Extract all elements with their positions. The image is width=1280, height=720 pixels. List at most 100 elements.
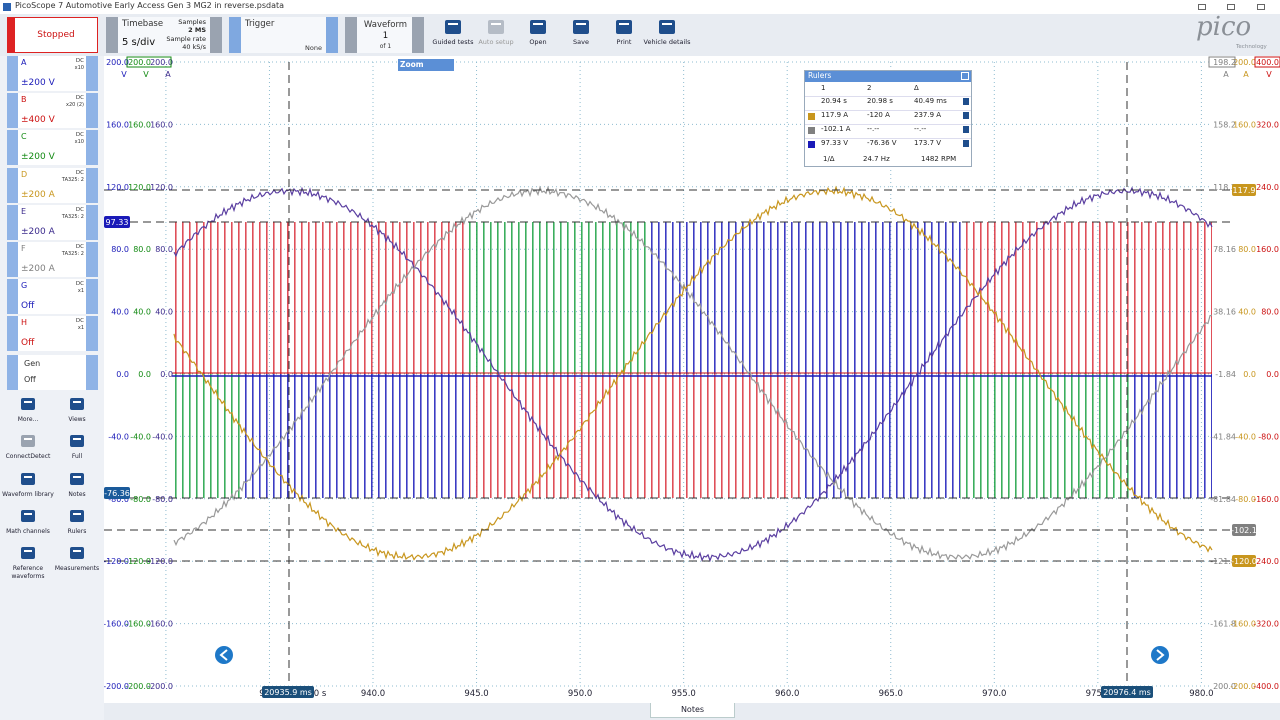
channel-button[interactable]: [18, 279, 86, 315]
icon: [21, 398, 35, 410]
toolbar-button[interactable]: Vehicle details: [643, 38, 691, 46]
side-tool[interactable]: Rulers: [67, 527, 87, 535]
minus-button[interactable]: [7, 56, 18, 91]
minus-button[interactable]: [7, 316, 18, 352]
axis-label: 160.0: [106, 120, 129, 129]
axis-label: 0.0: [138, 370, 151, 379]
axis-label: 78.16: [1213, 245, 1236, 254]
icon-shape: [70, 435, 84, 448]
x-axis-label: 965.0: [879, 689, 903, 699]
plus-button[interactable]: [86, 167, 98, 203]
axis-label: 0.0: [160, 370, 173, 379]
ruler-marker: [1232, 524, 1256, 536]
icon: [70, 435, 84, 448]
lock-icon[interactable]: [963, 140, 969, 147]
side-tool[interactable]: Waveform library: [2, 490, 54, 498]
icon-shape: [21, 398, 35, 410]
minus-button[interactable]: [106, 17, 118, 53]
channel-button[interactable]: [18, 316, 86, 352]
toolbar-button[interactable]: Save: [573, 38, 589, 46]
gen-button[interactable]: [18, 355, 86, 390]
rulers-cell: 173.7 V: [914, 139, 942, 147]
axis-unit: A: [1223, 70, 1229, 79]
lock-icon[interactable]: [963, 112, 969, 119]
side-tool[interactable]: Notes: [68, 490, 86, 498]
window-title: PicoScope 7 Automotive Early Access Gen …: [15, 1, 285, 10]
plus-button[interactable]: [86, 130, 98, 166]
toolbar-button[interactable]: Guided tests: [432, 38, 474, 46]
status-button[interactable]: Stopped: [7, 17, 98, 53]
plus-button[interactable]: [86, 56, 98, 91]
sample-info: Sample rate: [166, 35, 206, 43]
side-tool[interactable]: Math channels: [6, 527, 50, 535]
ruler-marker-label: 117.9: [1233, 186, 1256, 195]
zoom-bar[interactable]: [398, 59, 454, 71]
side-tool[interactable]: Reference waveforms: [11, 565, 45, 581]
toolbar-button[interactable]: Auto setup: [478, 38, 514, 46]
minus-button[interactable]: [345, 17, 357, 53]
pwm-trace: [175, 222, 465, 374]
ruler-marker: [1232, 184, 1256, 196]
x-axis-label: 960.0: [775, 689, 799, 699]
side-tool[interactable]: More...: [17, 416, 39, 423]
axis-label: 200.0: [106, 58, 129, 67]
plus-button[interactable]: [86, 204, 98, 240]
axis-label: 80.0: [155, 245, 173, 254]
label: Timebase: [122, 19, 164, 29]
channel-coupling: DC: [75, 244, 84, 250]
plus-button[interactable]: [412, 17, 424, 53]
plus-button[interactable]: [210, 17, 222, 53]
axis-label: -160.0: [147, 620, 173, 629]
icon: [616, 20, 632, 34]
notes-tab[interactable]: [650, 703, 735, 718]
window-control[interactable]: [1198, 4, 1206, 10]
axis-label: 80.0: [133, 245, 151, 254]
channel-button[interactable]: [18, 242, 86, 277]
axis-label: 160.0: [128, 120, 151, 129]
channel-button[interactable]: [18, 204, 86, 240]
channel-button[interactable]: [18, 56, 86, 91]
plus-button[interactable]: [86, 93, 98, 129]
side-tool[interactable]: ConnectDetect: [5, 453, 51, 461]
minus-button[interactable]: [7, 93, 18, 129]
window-control[interactable]: [1227, 4, 1235, 10]
rulers-header: 2: [867, 84, 872, 92]
nav-arrow-glyph: [219, 649, 228, 661]
close-button[interactable]: [961, 72, 969, 80]
toolbar-button[interactable]: Print: [616, 38, 632, 46]
plus-button[interactable]: [86, 316, 98, 352]
channel-button[interactable]: [18, 93, 86, 129]
channel-swatch: [808, 141, 815, 148]
lock-icon[interactable]: [963, 126, 969, 133]
channel-name: E: [21, 206, 27, 216]
minus-button[interactable]: [7, 204, 18, 240]
channel-probe: x1: [77, 325, 84, 332]
icon-detail: [73, 401, 81, 403]
axis-label: -320.0: [1253, 620, 1279, 629]
window-control[interactable]: [1257, 4, 1265, 10]
rulers-header: 1: [821, 84, 826, 92]
channel-button[interactable]: [18, 130, 86, 166]
channel-button[interactable]: [18, 167, 86, 203]
axis-label: -121.8: [1210, 557, 1236, 566]
plus-button[interactable]: [326, 17, 338, 53]
minus-button[interactable]: [7, 130, 18, 166]
nav-arrow: [1151, 646, 1169, 664]
axis-label: -160.0: [1253, 495, 1279, 504]
plus-button[interactable]: [86, 355, 98, 390]
side-tool[interactable]: Full: [71, 453, 83, 461]
minus-button[interactable]: [229, 17, 241, 53]
minus-button[interactable]: [7, 167, 18, 203]
minus-button[interactable]: [7, 355, 18, 390]
side-tool[interactable]: Views: [68, 416, 86, 423]
rulers-cell: -120 A: [867, 111, 890, 119]
side-tool[interactable]: Measurements: [54, 565, 100, 573]
lock-icon[interactable]: [963, 98, 969, 105]
gen-state: Off: [24, 375, 36, 384]
plus-button[interactable]: [86, 279, 98, 315]
toolbar-button[interactable]: Open: [529, 38, 547, 46]
plus-button[interactable]: [86, 242, 98, 277]
minus-button[interactable]: [7, 242, 18, 277]
minus-button[interactable]: [7, 279, 18, 315]
